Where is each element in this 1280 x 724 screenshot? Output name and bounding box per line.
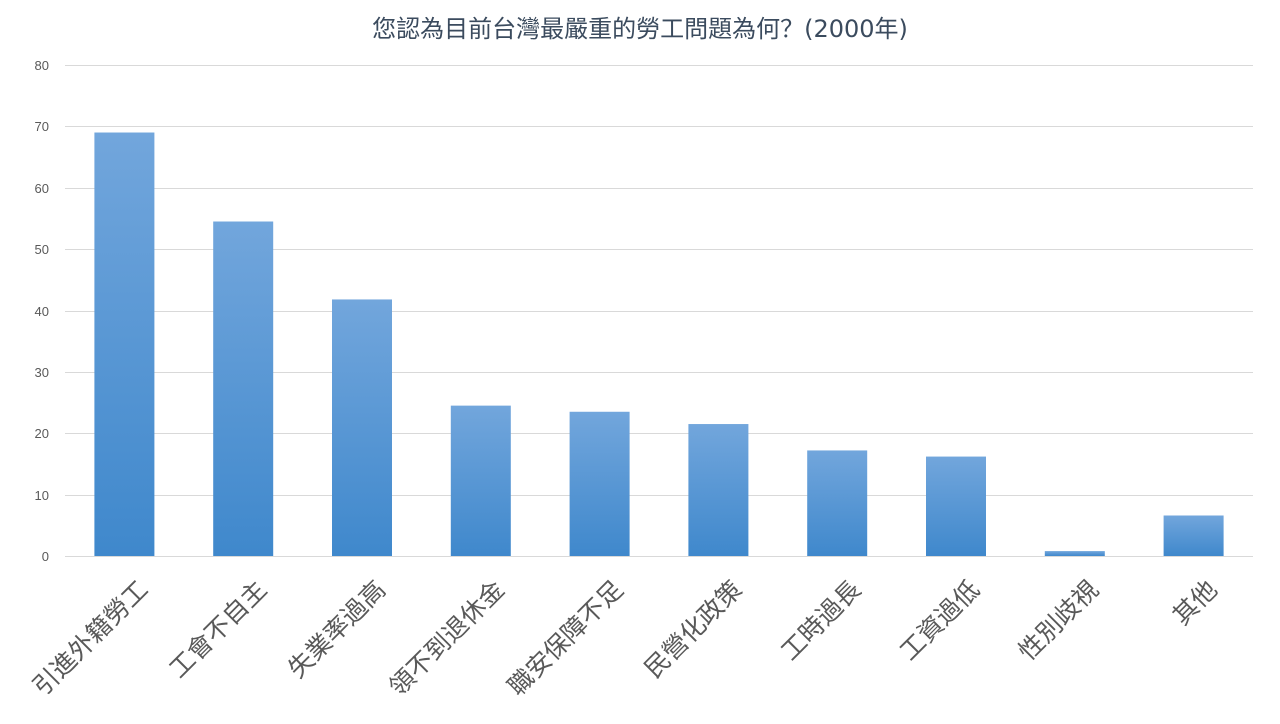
bar [807,450,868,556]
category-label: 工會不自主 [164,575,273,684]
category-label: 失業率過高 [282,575,391,684]
bar [688,424,749,556]
y-tick-label: 70 [35,119,49,134]
category-label: 領不到退休金 [383,575,510,702]
bar [213,221,274,556]
category-label: 其他 [1167,575,1223,631]
y-tick-label: 10 [35,488,49,503]
bar [569,411,630,556]
y-tick-label: 0 [42,549,49,564]
y-tick-label: 40 [35,304,49,319]
y-axis-ticks: 0 10 20 30 40 50 60 70 80 [35,58,49,564]
bar [926,456,986,556]
y-tick-label: 30 [35,365,49,380]
y-tick-label: 20 [35,426,49,441]
bar [1163,515,1224,556]
chart-title: 您認為目前台灣最嚴重的勞工問題為何？(2000年) [372,15,908,43]
y-tick-label: 50 [35,242,49,257]
category-label: 引進外籍勞工 [27,575,154,702]
bar [332,299,392,556]
category-label: 工時過長 [775,575,866,666]
category-label: 職安保障不足 [502,575,629,702]
category-label: 民營化政策 [639,575,748,684]
y-tick-label: 60 [35,181,49,196]
bars [94,132,1224,556]
y-tick-label: 80 [35,58,49,73]
bar [94,132,155,556]
bar [1044,551,1105,556]
category-label: 工資過低 [894,575,985,666]
bar [450,405,511,556]
category-label: 性別歧視 [1013,575,1104,666]
